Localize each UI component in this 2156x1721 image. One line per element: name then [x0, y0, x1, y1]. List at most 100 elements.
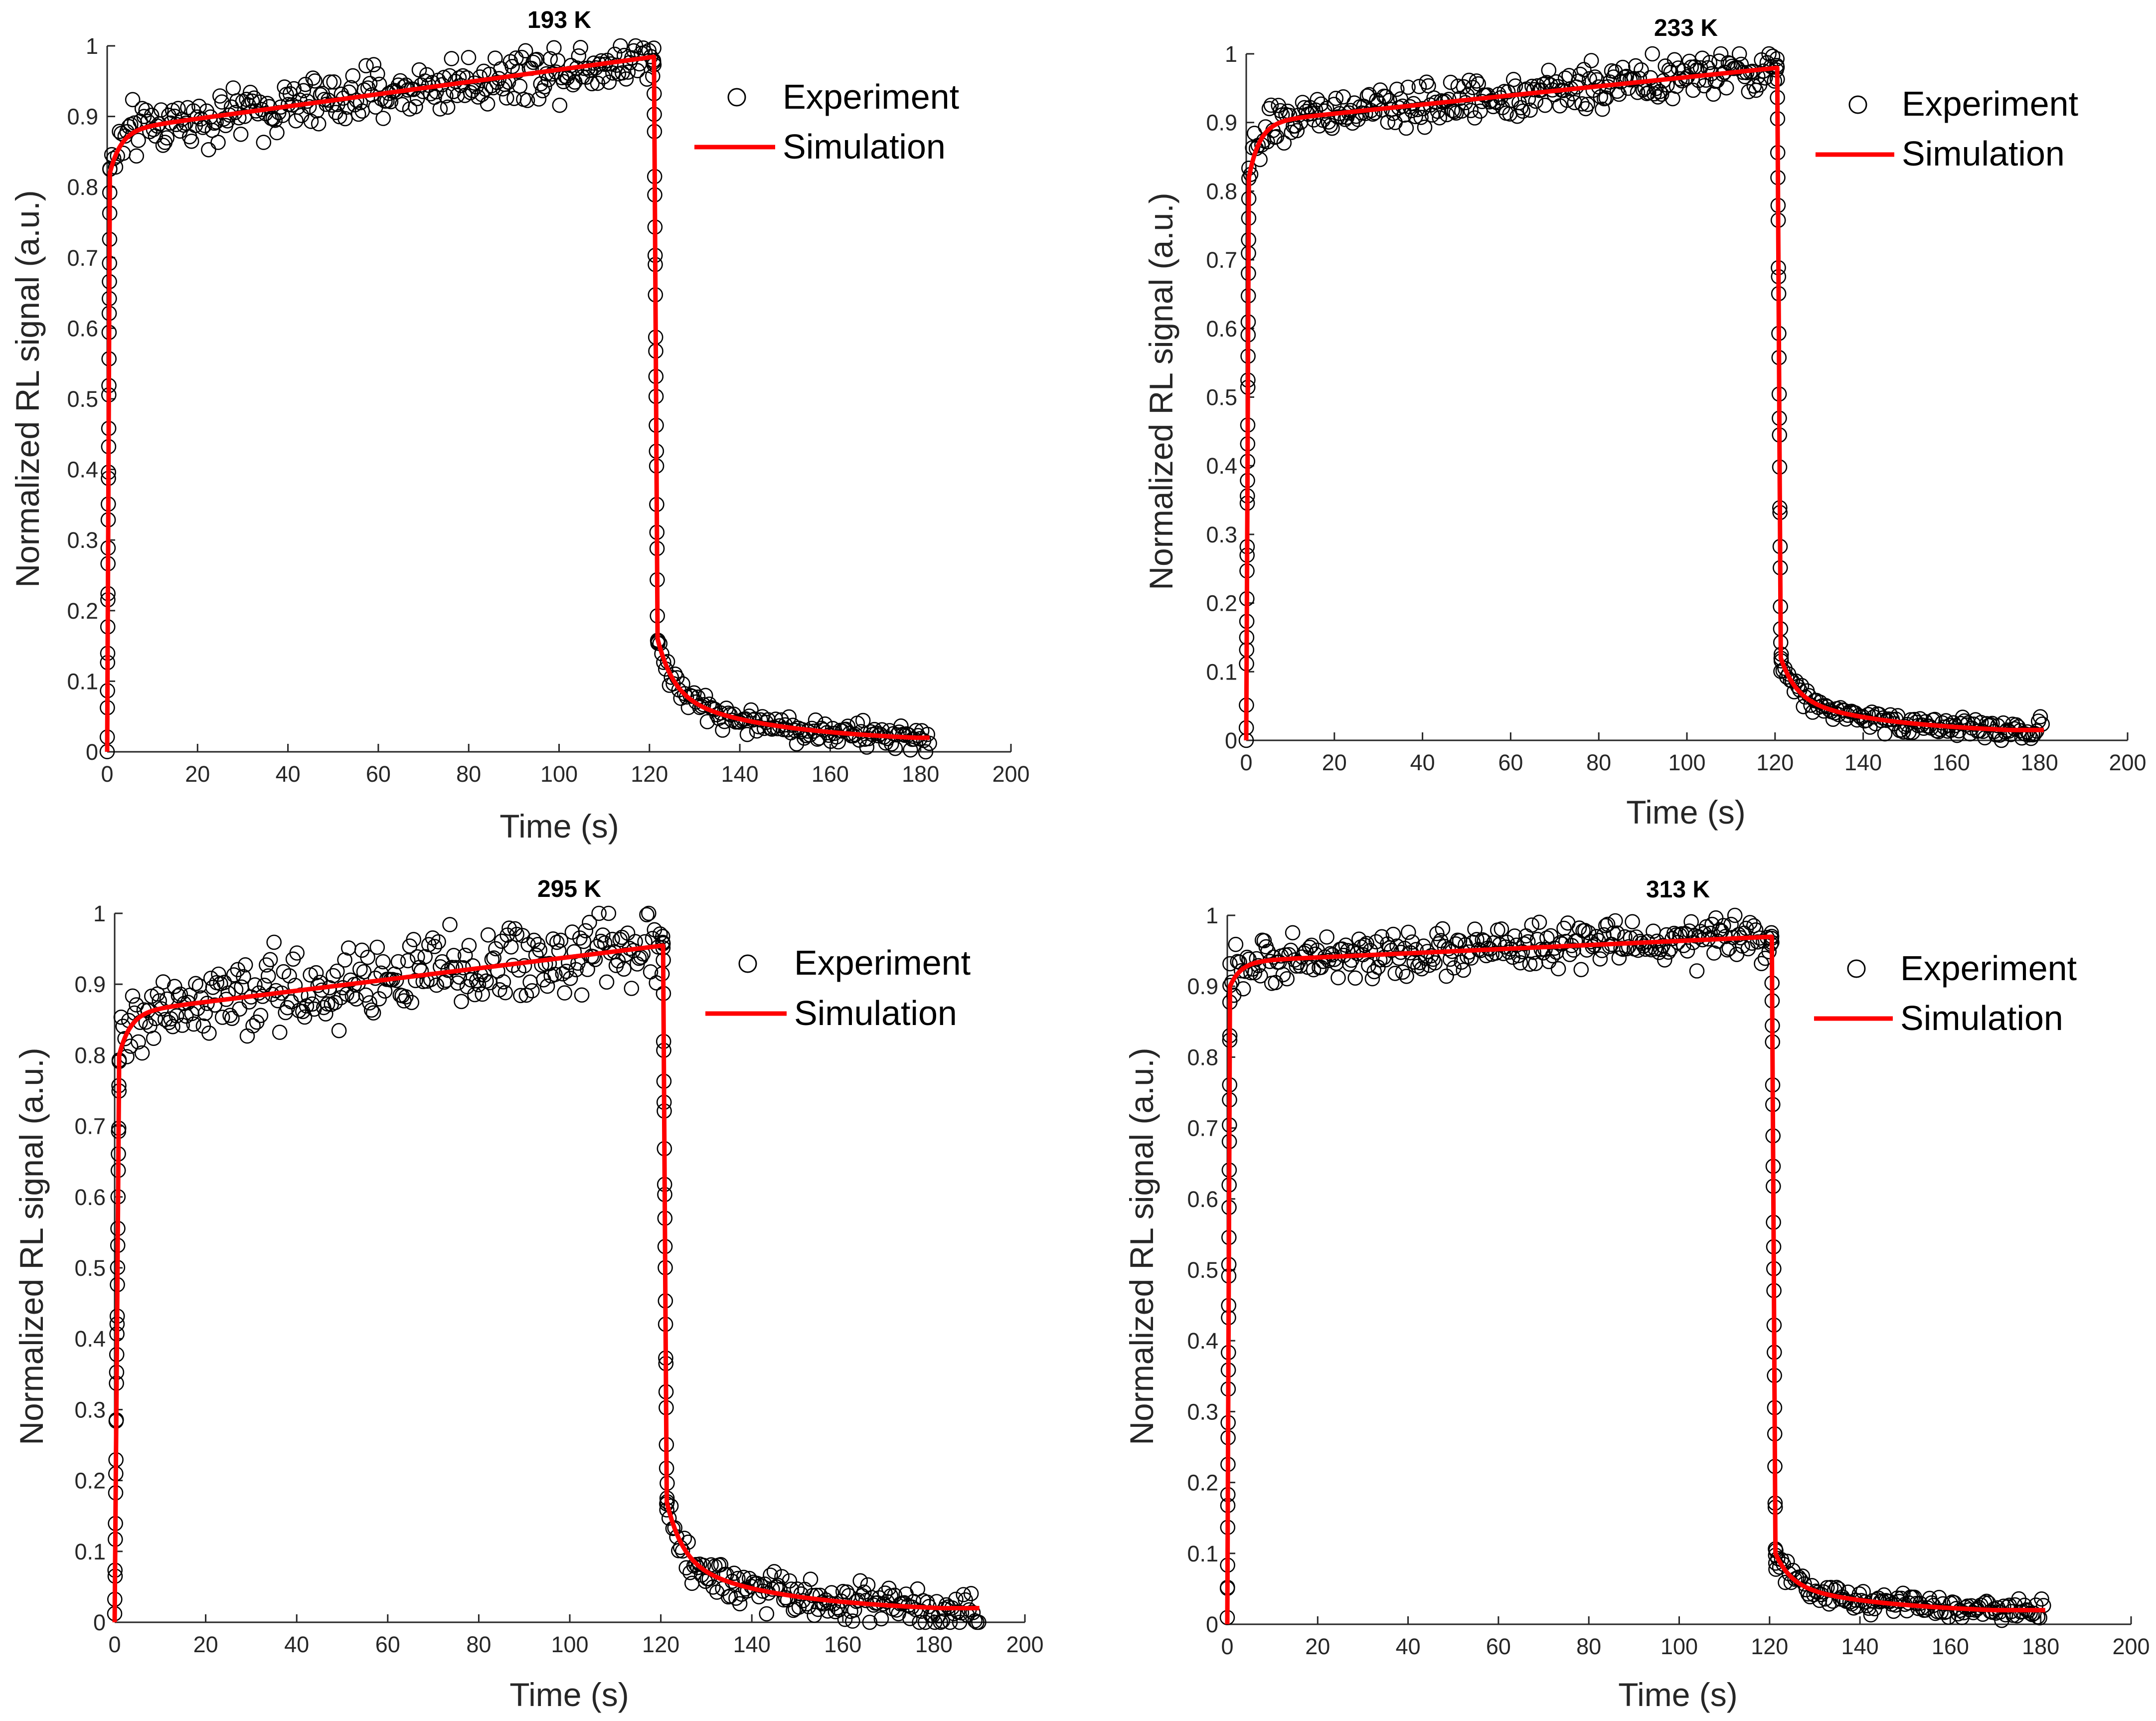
- experiment-point: [125, 92, 141, 108]
- experiment-point: [532, 942, 547, 958]
- x-tick-label: 100: [1668, 750, 1705, 775]
- x-axis-label: Time (s): [1626, 794, 1746, 831]
- experiment-point: [873, 1611, 889, 1627]
- experiment-point: [1362, 943, 1378, 958]
- experiment-point: [1573, 962, 1589, 978]
- experiment-point: [576, 934, 592, 949]
- experiment-point: [259, 957, 274, 973]
- experiment-point: [1513, 100, 1529, 116]
- simulation-line: [105, 54, 932, 752]
- legend-marker-experiment: [1848, 95, 1867, 114]
- experiment-point: [663, 670, 679, 685]
- experiment-point: [358, 58, 374, 74]
- x-tick-label: 80: [466, 1632, 491, 1657]
- x-tick-label: 20: [185, 761, 210, 787]
- experiment-point: [1367, 105, 1383, 121]
- experiment-point: [641, 905, 657, 921]
- y-tick-label: 0: [93, 1610, 106, 1635]
- x-tick-label: 180: [2021, 750, 2058, 775]
- experiment-point: [1608, 913, 1623, 929]
- experiment-point: [578, 923, 594, 939]
- experiment-point: [562, 971, 578, 986]
- panel-233k: 0 20 40 60 80 100 120 140 160 180 200 0 0.1 0.2 0.3 0.4…: [1143, 15, 2147, 831]
- y-tick-label: 0.9: [1187, 974, 1218, 999]
- experiment-point: [601, 74, 617, 90]
- experiment-point: [1319, 929, 1334, 945]
- experiment-point: [352, 961, 368, 977]
- experiment-point: [557, 985, 572, 1001]
- experiment-point: [893, 718, 909, 734]
- experiment-point: [553, 932, 569, 948]
- x-axis-label: Time (s): [499, 808, 619, 845]
- experiment-point: [1277, 947, 1293, 963]
- x-tick-label: 0: [101, 761, 113, 787]
- experiment-point: [697, 688, 713, 703]
- experiment-point: [1924, 1595, 1939, 1611]
- experiment-point: [444, 51, 460, 66]
- x-tick-label: 160: [1933, 750, 1970, 775]
- y-tick-label: 0.7: [74, 1114, 106, 1139]
- experiment-point: [566, 944, 582, 960]
- y-tick-label: 0.9: [1206, 110, 1237, 136]
- x-tick-label: 60: [1486, 1634, 1511, 1659]
- experiment-point: [826, 1596, 841, 1612]
- experiment-point: [631, 950, 647, 966]
- experiment-point: [262, 952, 278, 968]
- experiment-point: [1702, 55, 1718, 70]
- experiment-point: [772, 1582, 788, 1597]
- y-tick-label: 0.6: [74, 1185, 106, 1210]
- x-tick-label: 100: [551, 1632, 588, 1657]
- experiment-point: [1526, 82, 1542, 98]
- legend-label-experiment: Experiment: [794, 943, 971, 982]
- experiment-point: [226, 967, 242, 983]
- legend-marker-experiment: [738, 954, 757, 973]
- experiment-point: [408, 99, 423, 115]
- experiment-point: [363, 1002, 379, 1018]
- y-tick-label: 0.4: [74, 1326, 106, 1352]
- experiment-point: [1398, 120, 1414, 136]
- experiment-point: [517, 43, 533, 59]
- panel-title: 233 K: [1654, 15, 1718, 41]
- experiment-point: [914, 1603, 929, 1619]
- plot-area: 0 20 40 60 80 100 120 140 160 180 200 0 0.1 0.2 0.3 0.4…: [1206, 41, 2146, 775]
- experiment-point: [480, 927, 496, 943]
- experiment-point: [186, 1016, 202, 1032]
- experiment-point: [365, 1005, 381, 1021]
- experiment-point: [542, 51, 558, 67]
- experiment-point: [269, 125, 285, 141]
- experiment-point: [1741, 84, 1757, 100]
- experiment-point: [803, 1571, 819, 1587]
- experiment-point: [552, 97, 568, 113]
- y-tick-label: 1: [1225, 41, 1237, 67]
- experiment-point: [1467, 921, 1483, 937]
- x-tick-label: 140: [733, 1632, 771, 1657]
- experiment-point: [224, 1011, 240, 1026]
- experiment-point: [375, 111, 391, 126]
- y-tick-label: 0.9: [67, 104, 98, 130]
- y-axis-label: Normalized RL signal (a.u.): [9, 190, 46, 587]
- experiment-point: [438, 88, 454, 104]
- experiment-point: [183, 133, 199, 149]
- experiment-point: [1276, 135, 1292, 151]
- x-tick-label: 200: [2112, 1634, 2150, 1659]
- experiment-point: [1411, 79, 1427, 94]
- x-tick-label: 160: [812, 761, 849, 787]
- experiment-point: [591, 905, 607, 921]
- plot-area: 0 20 40 60 80 100 120 140 160 180 200 0 0.1 0.2 0.3 0.4…: [1187, 903, 2150, 1659]
- experiment-point: [618, 71, 634, 87]
- y-tick-label: 0.5: [67, 386, 98, 412]
- experiment-point: [2032, 709, 2048, 724]
- y-tick-label: 0.2: [74, 1468, 106, 1494]
- experiment-point: [429, 977, 445, 993]
- experiment-point: [620, 925, 636, 941]
- experiment-point: [2035, 1598, 2051, 1613]
- experiment-point: [371, 76, 387, 92]
- experiment-point: [525, 54, 541, 70]
- experiment-point: [431, 934, 446, 950]
- experiment-point: [1313, 96, 1329, 112]
- legend-label-experiment: Experiment: [1902, 84, 2078, 123]
- experiment-point: [136, 109, 152, 124]
- experiment-point: [573, 40, 588, 55]
- legend-label-simulation: Simulation: [1900, 999, 2063, 1037]
